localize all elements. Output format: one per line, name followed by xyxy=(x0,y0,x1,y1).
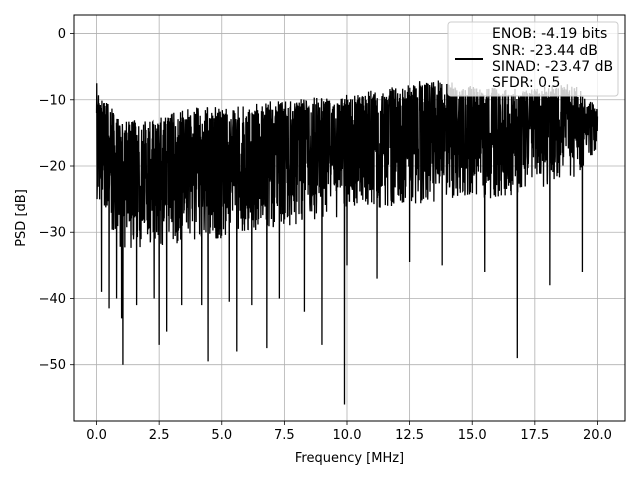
x-axis-label: Frequency [MHz] xyxy=(295,451,404,466)
legend-entry-sfdr: SFDR: 0.5 xyxy=(492,75,560,91)
x-tick-label: 2.5 xyxy=(149,428,170,443)
y-tick-label: −40 xyxy=(39,292,66,307)
plot-area xyxy=(95,80,599,405)
legend-entry-snr: SNR: -23.44 dB xyxy=(492,43,598,59)
plot-frame xyxy=(73,14,626,422)
legend: ENOB: -4.19 bits SNR: -23.44 dB SINAD: -… xyxy=(447,21,619,97)
x-tick-label: 20.0 xyxy=(583,428,612,443)
y-axis-ticks: 0 −10 −20 −30 −40 −50 xyxy=(39,27,74,373)
x-axis-ticks: 0.0 2.5 5.0 7.5 10.0 12.5 15.0 17.5 20.0 xyxy=(86,421,612,443)
y-tick-label: −20 xyxy=(39,160,66,175)
legend-box xyxy=(447,21,619,97)
x-tick-label: 5.0 xyxy=(211,428,232,443)
x-tick-label: 7.5 xyxy=(274,428,295,443)
legend-entry-sinad: SINAD: -23.47 dB xyxy=(492,59,613,75)
y-axis-label: PSD [dB] xyxy=(14,189,29,247)
legend-entry-enob: ENOB: -4.19 bits xyxy=(492,26,607,42)
series-line xyxy=(95,80,599,405)
x-tick-label: 15.0 xyxy=(458,428,487,443)
y-tick-label: 0 xyxy=(58,27,66,42)
x-tick-label: 0.0 xyxy=(86,428,107,443)
x-tick-label: 10.0 xyxy=(333,428,362,443)
y-tick-label: −30 xyxy=(39,226,66,241)
y-tick-label: −50 xyxy=(39,358,66,373)
x-tick-label: 12.5 xyxy=(395,428,424,443)
y-tick-label: −10 xyxy=(39,93,66,108)
x-tick-label: 17.5 xyxy=(520,428,549,443)
